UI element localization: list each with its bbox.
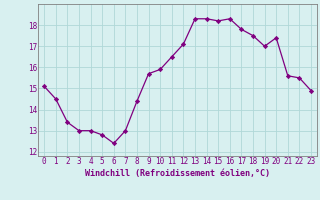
X-axis label: Windchill (Refroidissement éolien,°C): Windchill (Refroidissement éolien,°C) <box>85 169 270 178</box>
